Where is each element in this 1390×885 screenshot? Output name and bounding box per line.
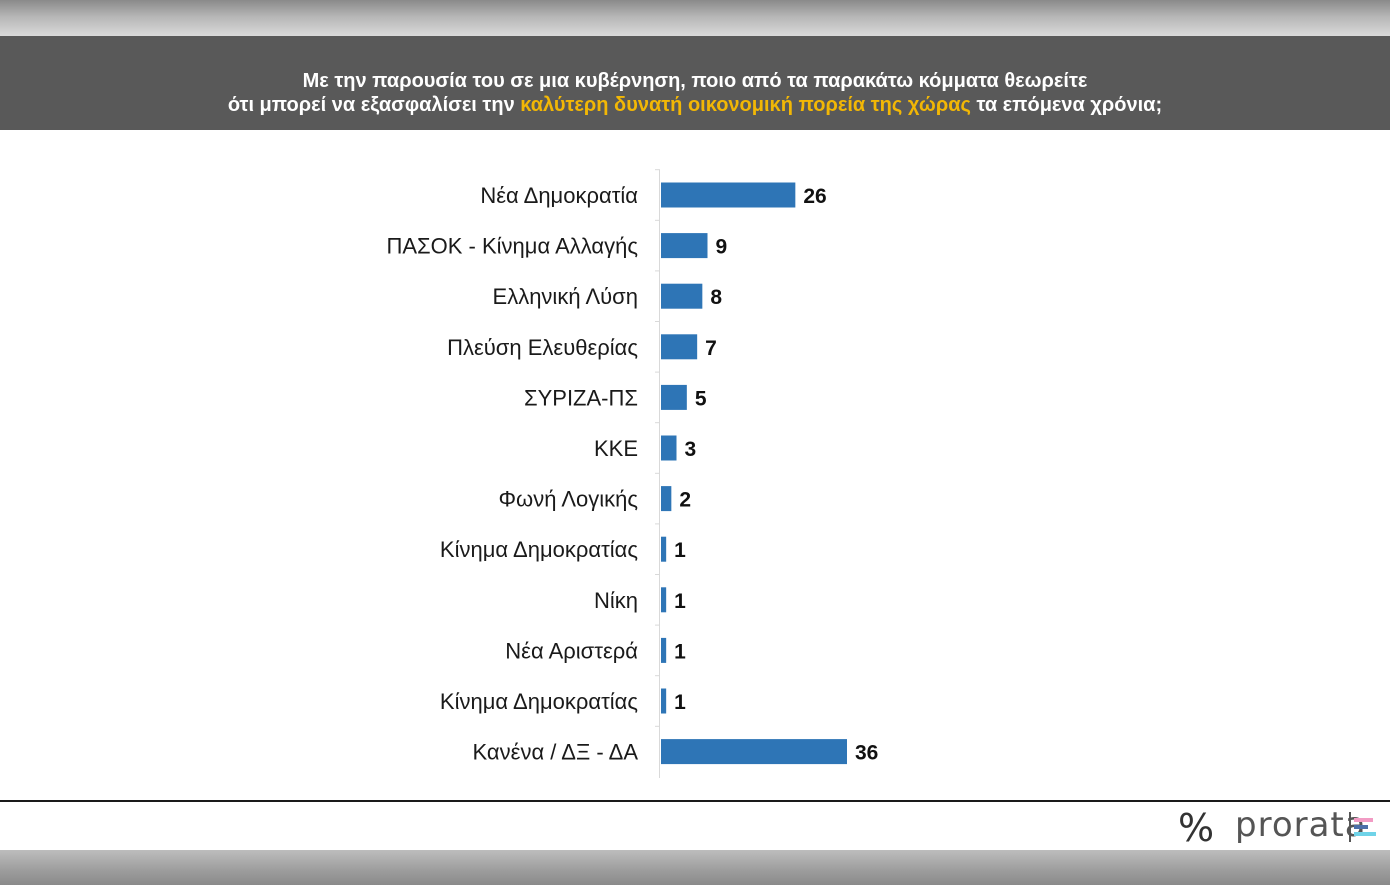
data-label: 8 xyxy=(710,286,722,309)
bar xyxy=(661,283,703,309)
question-line-2-end: τα επόμενα χρόνια; xyxy=(970,94,1163,116)
bar xyxy=(661,587,667,613)
bar xyxy=(661,435,677,461)
data-label: 9 xyxy=(716,236,728,259)
logo-wordmark: prorata xyxy=(1235,805,1367,845)
bar xyxy=(661,486,672,512)
footer-divider xyxy=(0,800,1390,802)
data-label: 7 xyxy=(705,337,717,360)
bar xyxy=(661,182,796,208)
percent-logo-icon: % xyxy=(1178,806,1215,850)
category-label: Φωνή Λογικής xyxy=(498,487,638,512)
category-label: Νέα Αριστερά xyxy=(505,638,638,663)
category-label: Ελληνική Λύση xyxy=(493,284,638,309)
question-line-1: Με την παρουσία του σε μια κυβέρνηση, πο… xyxy=(302,70,1088,92)
question-line-2-start: ότι μπορεί να εξασφαλίσει την xyxy=(227,94,521,116)
data-label: 1 xyxy=(674,691,686,714)
category-label: Νέα Δημοκρατία xyxy=(480,183,638,208)
data-label: 26 xyxy=(803,185,826,208)
category-label: Κανένα / ΔΞ - ΔΑ xyxy=(473,740,639,765)
data-label: 5 xyxy=(695,387,707,410)
logo-separator xyxy=(1349,812,1351,842)
data-label: 2 xyxy=(679,489,691,512)
bar-chart: Νέα Δημοκρατία 26 ΠΑΣΟΚ - Κίνημα Αλλαγής 9 Ε… xyxy=(387,169,878,778)
bar xyxy=(661,384,687,410)
data-label: 3 xyxy=(685,438,697,461)
logo-stripe-icon xyxy=(1354,825,1368,829)
category-label: Κίνημα Δημοκρατίας xyxy=(440,689,638,714)
category-label: ΚΚΕ xyxy=(594,436,638,461)
data-label: 1 xyxy=(674,640,686,663)
data-label: 1 xyxy=(674,590,686,613)
question-line-2: ότι μπορεί να εξασφαλίσει την καλύτερη δ… xyxy=(0,93,1390,117)
bar xyxy=(661,536,667,562)
bar xyxy=(661,739,847,765)
bar xyxy=(661,688,667,714)
data-label: 1 xyxy=(674,539,686,562)
question-highlight: καλύτερη δυνατή οικονομική πορεία της χώ… xyxy=(520,94,971,116)
category-label: Νίκη xyxy=(594,588,638,613)
category-label: ΣΥΡΙΖΑ-ΠΣ xyxy=(524,385,638,410)
top-shadow xyxy=(0,0,1390,36)
logo-stripe-icon xyxy=(1354,818,1373,822)
chart-area: Νέα Δημοκρατία 26 ΠΑΣΟΚ - Κίνημα Αλλαγής 9 Ε… xyxy=(0,130,1390,850)
prorata-logo: % prorata xyxy=(1178,804,1383,850)
category-label: Κίνημα Δημοκρατίας xyxy=(440,537,638,562)
bar xyxy=(661,233,708,259)
data-label: 36 xyxy=(855,742,878,765)
bar xyxy=(661,334,698,360)
category-label: Πλεύση Ελευθερίας xyxy=(447,335,638,360)
bar xyxy=(661,637,667,663)
question-header: Με την παρουσία του σε μια κυβέρνηση, πο… xyxy=(0,36,1390,130)
logo-stripe-icon xyxy=(1354,832,1376,836)
category-label: ΠΑΣΟΚ - Κίνημα Αλλαγής xyxy=(387,234,639,259)
bottom-shadow xyxy=(0,850,1390,885)
